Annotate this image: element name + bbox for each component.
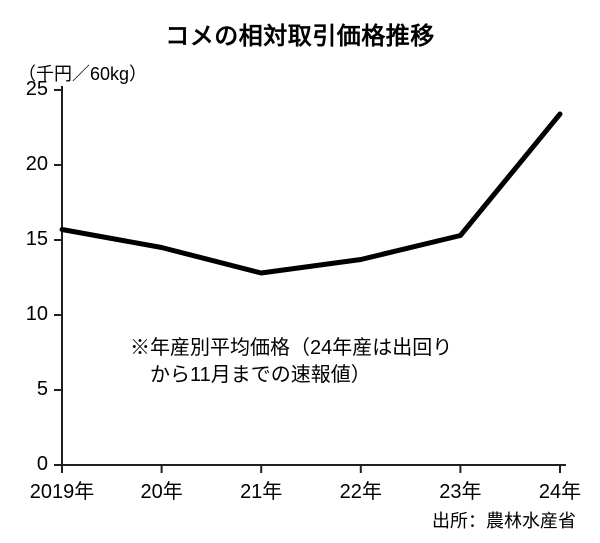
- xtick-label: 21年: [240, 475, 282, 504]
- ytick-label: 15: [0, 228, 48, 251]
- chart-svg: [0, 0, 600, 543]
- chart-source: 出所：農林水産省: [432, 507, 576, 533]
- ytick-label: 25: [0, 78, 48, 101]
- xtick-label: 20年: [140, 475, 182, 504]
- ytick-label: 0: [0, 453, 48, 476]
- chart-note-line1: ※年産別平均価格（24年産は出回り: [130, 335, 452, 362]
- xtick-label: 2019年: [30, 475, 95, 504]
- xtick-label: 22年: [340, 475, 382, 504]
- ytick-label: 20: [0, 153, 48, 176]
- xtick-label: 23年: [439, 475, 481, 504]
- rice-price-chart: コメの相対取引価格推移 （千円／60kg） ※年産別平均価格（24年産は出回り …: [0, 0, 600, 543]
- ytick-label: 5: [0, 378, 48, 401]
- ytick-label: 10: [0, 303, 48, 326]
- chart-note-line2: から11月までの速報値）: [130, 362, 371, 389]
- xtick-label: 24年: [539, 475, 581, 504]
